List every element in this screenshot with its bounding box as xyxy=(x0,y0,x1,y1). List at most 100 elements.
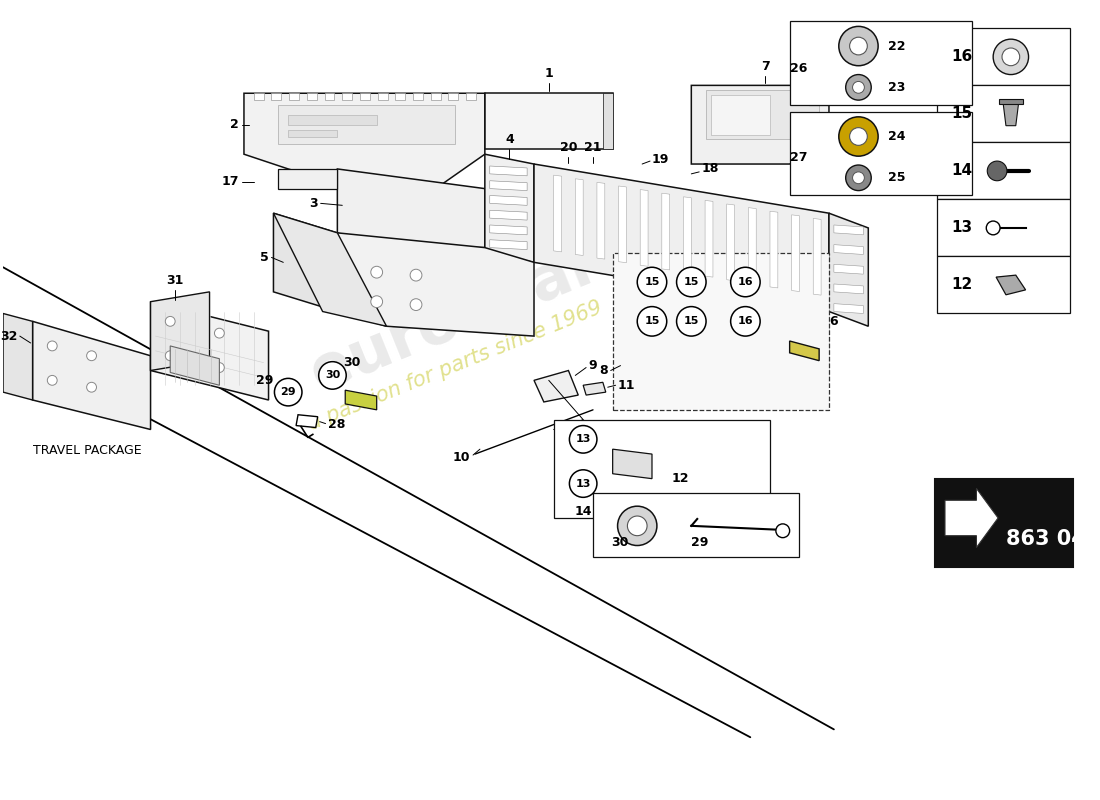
Polygon shape xyxy=(289,94,299,100)
Text: 30: 30 xyxy=(343,355,361,369)
Polygon shape xyxy=(288,115,376,125)
Polygon shape xyxy=(672,262,829,380)
Polygon shape xyxy=(449,94,459,100)
Polygon shape xyxy=(170,346,219,386)
Text: 11: 11 xyxy=(617,378,635,392)
Polygon shape xyxy=(683,197,691,274)
Polygon shape xyxy=(244,94,485,189)
Text: 27: 27 xyxy=(790,150,807,164)
Bar xyxy=(937,28,1070,86)
Text: 13: 13 xyxy=(575,434,591,444)
Polygon shape xyxy=(33,322,151,430)
Text: 16: 16 xyxy=(950,50,972,64)
Text: 29: 29 xyxy=(256,374,274,387)
Circle shape xyxy=(1002,48,1020,66)
Polygon shape xyxy=(395,94,405,100)
Text: 863 04: 863 04 xyxy=(1005,530,1086,550)
Polygon shape xyxy=(296,414,318,427)
Polygon shape xyxy=(338,233,534,336)
Text: 21: 21 xyxy=(584,141,602,154)
Text: 29: 29 xyxy=(691,537,708,550)
Circle shape xyxy=(274,378,302,406)
Polygon shape xyxy=(597,182,605,259)
Polygon shape xyxy=(770,211,778,288)
Polygon shape xyxy=(360,94,370,100)
Polygon shape xyxy=(583,382,606,395)
Bar xyxy=(937,199,1070,257)
Polygon shape xyxy=(151,292,209,370)
Polygon shape xyxy=(792,215,800,291)
Text: 22: 22 xyxy=(888,39,905,53)
Polygon shape xyxy=(278,169,338,189)
Text: 5: 5 xyxy=(260,251,268,264)
Circle shape xyxy=(730,267,760,297)
Polygon shape xyxy=(662,193,670,270)
Bar xyxy=(553,420,770,518)
Circle shape xyxy=(371,296,383,307)
Bar xyxy=(935,478,1072,567)
Text: 23: 23 xyxy=(888,81,905,94)
Polygon shape xyxy=(342,94,352,100)
Text: 28: 28 xyxy=(328,418,345,431)
Polygon shape xyxy=(790,341,820,361)
Polygon shape xyxy=(640,190,648,266)
Circle shape xyxy=(987,221,1000,235)
Text: 4: 4 xyxy=(505,134,514,146)
Polygon shape xyxy=(706,90,820,139)
Polygon shape xyxy=(288,130,338,137)
Circle shape xyxy=(165,351,175,361)
Bar xyxy=(937,142,1070,199)
Text: 2: 2 xyxy=(230,118,239,131)
Polygon shape xyxy=(834,245,864,254)
Polygon shape xyxy=(770,292,820,370)
Text: 30: 30 xyxy=(610,537,628,550)
Circle shape xyxy=(637,306,667,336)
Bar xyxy=(790,22,971,105)
Circle shape xyxy=(676,306,706,336)
Polygon shape xyxy=(490,195,527,206)
Text: 15: 15 xyxy=(683,316,698,326)
Bar xyxy=(790,112,971,195)
Polygon shape xyxy=(151,302,268,400)
Text: 16: 16 xyxy=(738,316,754,326)
Circle shape xyxy=(570,470,597,498)
Circle shape xyxy=(617,506,657,546)
Bar xyxy=(613,253,829,410)
Bar xyxy=(937,86,1070,142)
Polygon shape xyxy=(618,186,626,262)
Circle shape xyxy=(676,267,706,297)
Text: 10: 10 xyxy=(452,450,470,463)
Polygon shape xyxy=(727,204,735,281)
Text: 15: 15 xyxy=(645,277,660,287)
Polygon shape xyxy=(466,94,476,100)
Circle shape xyxy=(371,266,383,278)
Text: 13: 13 xyxy=(950,221,972,235)
Text: 16: 16 xyxy=(738,277,754,287)
Polygon shape xyxy=(553,175,561,252)
Text: 7: 7 xyxy=(761,59,769,73)
Polygon shape xyxy=(272,94,282,100)
Text: a passion for parts since 1969: a passion for parts since 1969 xyxy=(306,298,605,434)
Circle shape xyxy=(730,306,760,336)
Circle shape xyxy=(846,165,871,190)
Text: 9: 9 xyxy=(588,359,596,372)
Polygon shape xyxy=(711,95,770,134)
Circle shape xyxy=(839,117,878,156)
Polygon shape xyxy=(999,99,1023,104)
Polygon shape xyxy=(338,169,485,248)
Polygon shape xyxy=(377,94,387,100)
Bar xyxy=(937,257,1070,314)
Circle shape xyxy=(839,26,878,66)
Circle shape xyxy=(87,351,97,361)
Polygon shape xyxy=(414,94,422,100)
Polygon shape xyxy=(575,178,583,255)
Text: 26: 26 xyxy=(790,62,807,75)
Text: 15: 15 xyxy=(645,316,660,326)
Text: 14: 14 xyxy=(950,163,972,178)
Polygon shape xyxy=(490,240,527,250)
Circle shape xyxy=(87,382,97,392)
Polygon shape xyxy=(834,304,864,314)
Circle shape xyxy=(852,82,865,94)
Text: 13: 13 xyxy=(575,478,591,489)
Text: 31: 31 xyxy=(166,274,184,287)
